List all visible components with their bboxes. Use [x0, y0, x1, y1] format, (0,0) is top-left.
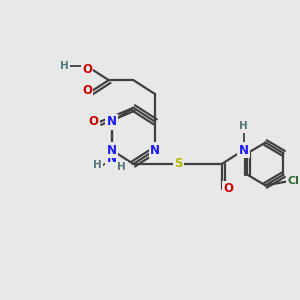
Text: Cl: Cl [287, 176, 299, 186]
Text: N: N [106, 115, 117, 128]
Text: O: O [88, 115, 99, 128]
Text: O: O [82, 84, 92, 97]
Text: O: O [223, 182, 233, 195]
Text: H: H [93, 160, 102, 170]
Text: H: H [117, 162, 126, 172]
Text: H: H [60, 61, 69, 71]
Text: H: H [239, 121, 248, 131]
Text: S: S [174, 158, 183, 170]
Text: N: N [238, 143, 249, 157]
Text: N: N [106, 143, 117, 157]
Text: N: N [106, 152, 117, 165]
Text: O: O [82, 63, 92, 76]
Text: N: N [150, 143, 160, 157]
